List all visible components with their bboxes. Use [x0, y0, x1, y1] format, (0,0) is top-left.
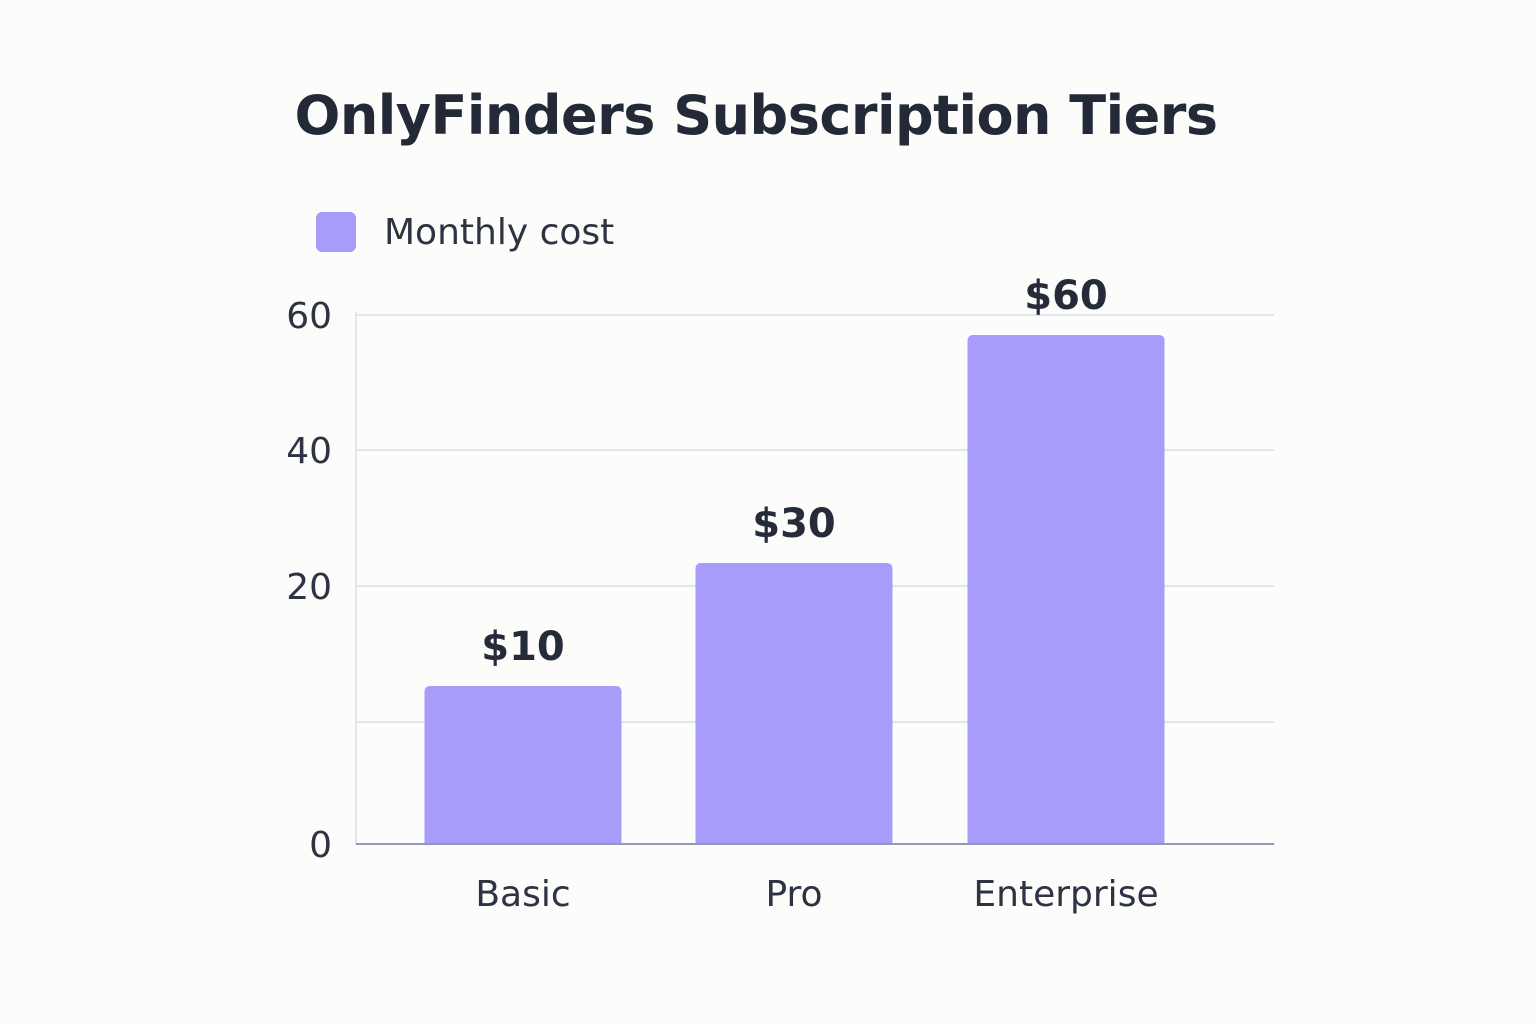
legend: Monthly cost [316, 210, 614, 254]
labels: 0 20 40 60 $10 Basic $30 Pro $60 Enterprise [286, 273, 1158, 915]
x-tick-label: Enterprise [973, 874, 1158, 915]
y-tick-label: 60 [286, 296, 332, 337]
x-tick-label: Pro [765, 874, 822, 915]
legend-swatch [316, 212, 356, 252]
y-tick-label: 0 [309, 825, 332, 866]
bars [424, 335, 1165, 844]
bar-enterprise [967, 335, 1165, 844]
y-tick-label: 40 [286, 431, 332, 472]
x-tick-label: Basic [475, 874, 570, 915]
legend-label: Monthly cost [384, 211, 615, 253]
data-label: $30 [752, 501, 836, 547]
data-label: $10 [481, 624, 565, 670]
axes [355, 312, 1274, 845]
chart-title: OnlyFinders Subscription Tiers [294, 84, 1218, 147]
data-label: $60 [1024, 273, 1108, 319]
y-tick-label: 20 [286, 567, 332, 608]
bar-pro [695, 563, 893, 844]
bar-basic [424, 686, 622, 844]
